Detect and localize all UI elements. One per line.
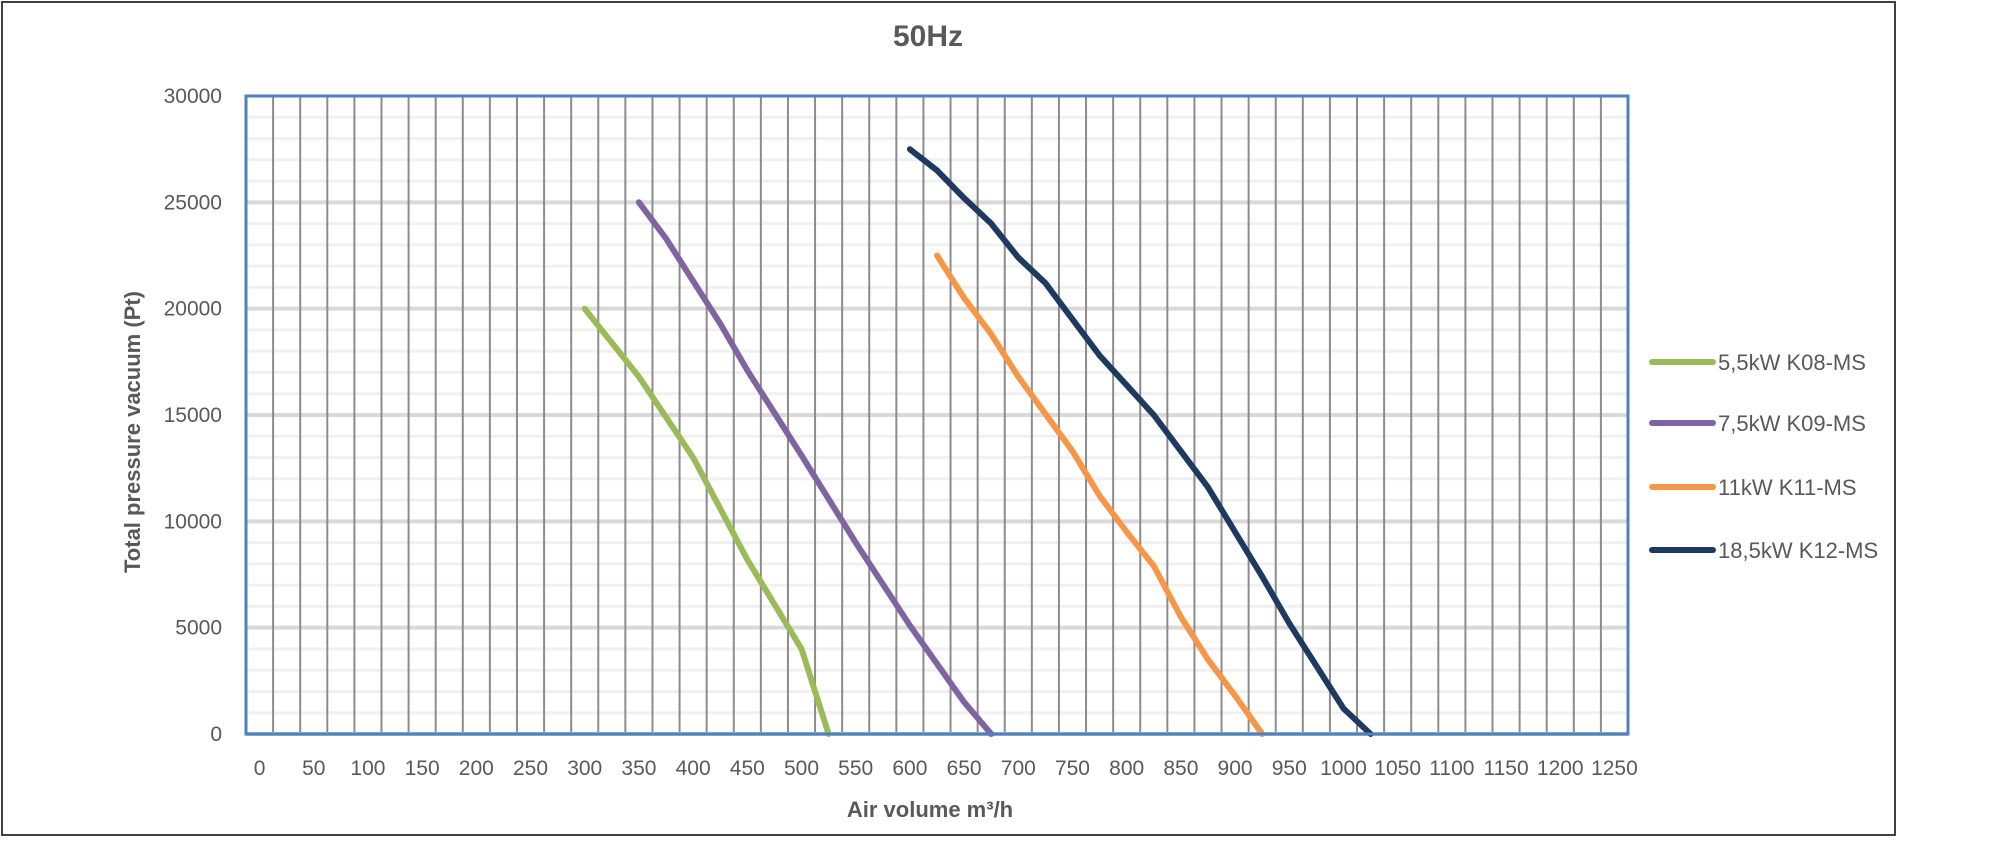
series-lines <box>581 146 1374 737</box>
y-tick-label: 15000 <box>164 404 222 427</box>
x-tick-label: 50 <box>302 757 325 780</box>
x-tick-label: 0 <box>254 757 266 780</box>
x-tick-label: 500 <box>784 757 819 780</box>
plot-area-border <box>244 94 1630 736</box>
x-tick-label: 550 <box>838 757 873 780</box>
chart-frame <box>1 1 1896 836</box>
x-tick-label: 250 <box>513 757 548 780</box>
x-tick-label: 1200 <box>1537 757 1584 780</box>
x-tick-label: 150 <box>405 757 440 780</box>
series-line-3 <box>906 146 1374 737</box>
legend-label: 5,5kW K08-MS <box>1718 350 1866 375</box>
y-tick-label: 25000 <box>164 191 222 214</box>
legend-label: 11kW K11-MS <box>1718 475 1857 500</box>
x-tick-label: 1050 <box>1374 757 1421 780</box>
x-tick-label: 800 <box>1109 757 1144 780</box>
x-tick-label: 600 <box>892 757 927 780</box>
x-tick-label: 1000 <box>1320 757 1367 780</box>
x-tick-label: 650 <box>947 757 982 780</box>
y-tick-label: 5000 <box>175 617 222 640</box>
series-line-0 <box>581 305 832 737</box>
x-tick-label: 350 <box>621 757 656 780</box>
chart-title: 50Hz <box>893 20 963 53</box>
x-tick-label: 750 <box>1055 757 1090 780</box>
legend-label: 18,5kW K12-MS <box>1718 538 1878 563</box>
y-tick-label: 30000 <box>164 85 222 108</box>
legend-label: 7,5kW K09-MS <box>1718 411 1866 436</box>
x-tick-label: 200 <box>459 757 494 780</box>
x-axis-ticks: 0 50 100 150 200 250 300 350 400 450 500 550 600 650 7… <box>254 757 1638 780</box>
y-tick-label: 10000 <box>164 510 222 533</box>
x-tick-label: 950 <box>1272 757 1307 780</box>
x-tick-label: 450 <box>730 757 765 780</box>
y-tick-label: 0 <box>210 723 222 746</box>
grid <box>246 96 1628 736</box>
series-line-1 <box>635 199 995 737</box>
x-axis-title: Air volume m³/h <box>847 797 1013 822</box>
x-tick-label: 1250 <box>1591 757 1638 780</box>
x-tick-label: 900 <box>1218 757 1253 780</box>
x-tick-label: 850 <box>1163 757 1198 780</box>
x-tick-label: 1100 <box>1429 757 1474 780</box>
y-axis-ticks: 0 5000 10000 15000 20000 25000 30000 <box>164 85 222 746</box>
series-line-2 <box>934 252 1266 737</box>
x-tick-label: 300 <box>567 757 602 780</box>
y-axis-title: Total pressure vacuum (Pt) <box>120 291 145 573</box>
x-tick-label: 400 <box>676 757 711 780</box>
y-tick-label: 20000 <box>164 298 222 321</box>
x-tick-label: 700 <box>1001 757 1036 780</box>
x-tick-label: 1150 <box>1483 757 1528 780</box>
legend: 5,5kW K08-MS 7,5kW K09-MS 11kW K11-MS 18,5k… <box>1649 350 1878 563</box>
x-tick-label: 100 <box>350 757 385 780</box>
